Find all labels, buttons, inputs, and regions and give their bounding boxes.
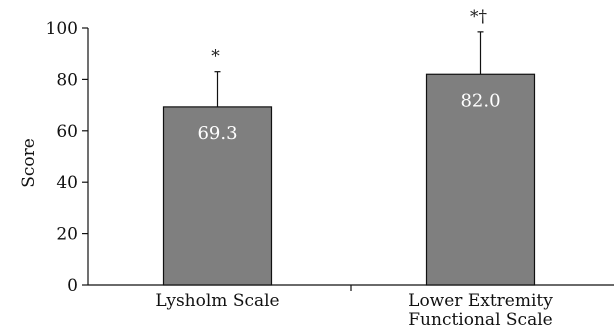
y-tick-label: 40 (56, 173, 78, 193)
y-axis-title: Score (19, 138, 39, 188)
y-tick-label: 100 (46, 19, 78, 39)
bar (425, 73, 536, 286)
bar-value-label: 82.0 (460, 90, 500, 111)
significance-marker: *† (470, 7, 488, 27)
x-category-label: Lysholm Scale (155, 291, 279, 311)
y-tick-label: 0 (67, 276, 78, 296)
bar-value-label: 69.3 (197, 123, 237, 144)
x-category-label: Lower Extremity (408, 291, 553, 311)
bars: 69.3 * 82.0 *† (162, 7, 536, 286)
bar (162, 106, 273, 286)
y-ticks: 0 20 40 60 80 100 (46, 19, 88, 296)
y-tick-label: 60 (56, 122, 78, 142)
significance-marker: * (211, 47, 220, 67)
y-tick-label: 80 (56, 70, 78, 90)
y-tick-label: 20 (56, 225, 78, 245)
x-category-label: Functional Scale (408, 310, 552, 330)
